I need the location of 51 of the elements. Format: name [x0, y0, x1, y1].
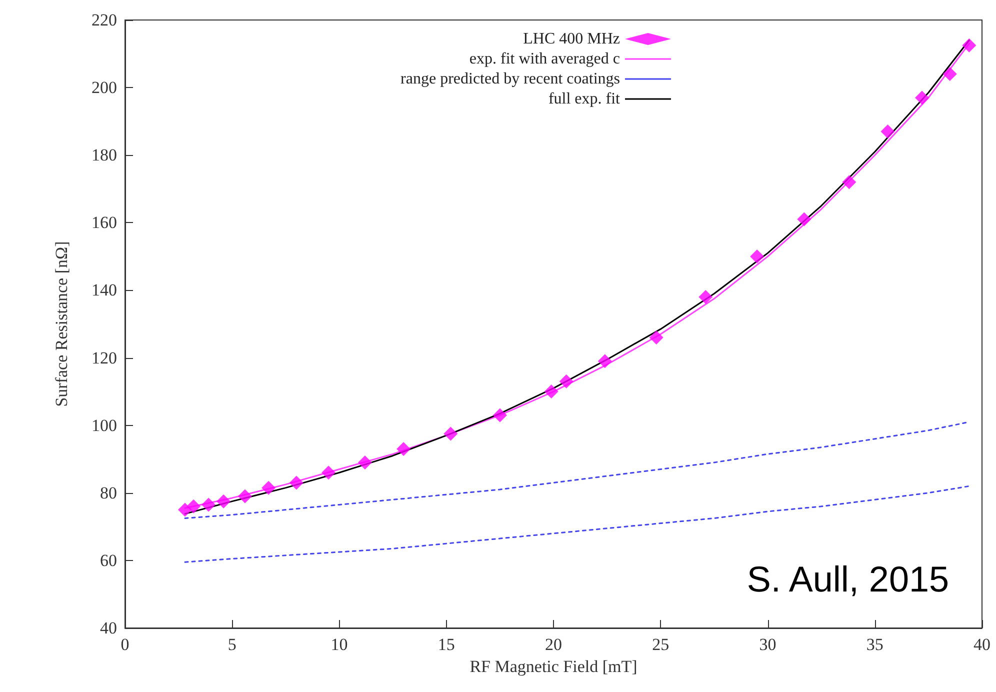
point [842, 175, 856, 190]
legend-label: range predicted by recent coatings [400, 70, 620, 88]
point [492, 408, 507, 422]
point [750, 249, 764, 264]
y-tick-label: 180 [92, 146, 117, 165]
point [598, 354, 612, 368]
point [942, 67, 957, 82]
y-tick-label: 80 [100, 483, 117, 502]
point [698, 290, 713, 304]
legend-label: LHC 400 MHz [523, 30, 620, 48]
point [649, 330, 664, 345]
x-tick-label: 20 [545, 635, 562, 654]
point [915, 90, 930, 105]
x-tick-label: 5 [228, 635, 236, 654]
point [262, 480, 276, 495]
legend-label: full exp. fit [548, 90, 621, 108]
x-tick-label: 10 [330, 635, 348, 654]
point [238, 489, 252, 504]
y-tick-label: 200 [92, 78, 117, 98]
point [289, 476, 304, 490]
point [880, 124, 895, 138]
x-tick-label: 0 [120, 635, 130, 654]
point [797, 212, 812, 226]
x-tick-label: 40 [974, 635, 990, 654]
legend-label: exp. fit with averaged c [469, 50, 620, 68]
x-tick-label: 25 [652, 635, 670, 654]
point [962, 38, 976, 52]
point [559, 374, 574, 388]
x-axis-title: RF Magnetic Field [mT] [470, 657, 638, 676]
y-tick-label: 120 [92, 348, 117, 368]
point [444, 426, 458, 441]
x-tick-label: 35 [866, 635, 884, 654]
annotation: S. Aull, 2015 [746, 558, 950, 600]
point [178, 502, 192, 517]
y-tick-label: 40 [100, 618, 117, 638]
x-tick-label: 30 [759, 635, 776, 654]
y-tick-label: 60 [100, 550, 117, 570]
y-tick-label: 140 [92, 280, 117, 300]
y-tick-label: 220 [92, 10, 117, 30]
x-tick-label: 15 [438, 635, 455, 654]
y-tick-label: 160 [92, 213, 117, 232]
point [358, 455, 372, 470]
point [544, 384, 558, 399]
y-tick-label: 100 [92, 416, 117, 435]
y-axis-title: Surface Resistance [nΩ] [52, 241, 71, 407]
line-series [184, 485, 970, 563]
point [396, 442, 411, 456]
point [216, 494, 231, 508]
point [322, 466, 336, 480]
point [186, 499, 201, 514]
point [202, 498, 216, 512]
